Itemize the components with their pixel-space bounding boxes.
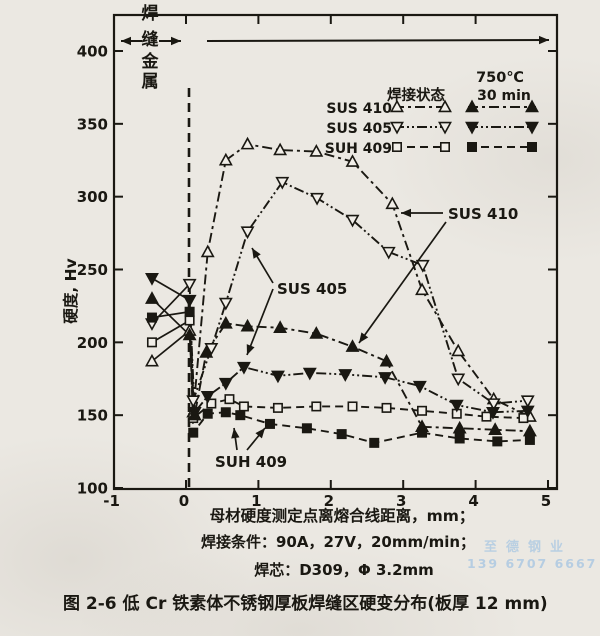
y-tick-label: 200: [77, 334, 108, 352]
x-tick-label: 0: [179, 492, 189, 510]
x-tick-label: -1: [103, 492, 120, 510]
svg-text:属: 属: [142, 72, 159, 92]
svg-text:金: 金: [141, 51, 160, 72]
svg-text:焊: 焊: [142, 4, 159, 24]
svg-text:缝: 缝: [142, 29, 159, 50]
series-SUH409-750C-30min: [151, 310, 530, 444]
legend-header-treated-time: 30 min: [477, 88, 531, 104]
annotation-sus410: SUS 410: [448, 205, 518, 223]
x-axis-title: 母材硬度测定点离熔合线距离，mm；: [210, 506, 475, 525]
x-tick-label: 3: [396, 492, 406, 510]
x-tick-label: 1: [251, 492, 261, 510]
y-tick-label: 100: [77, 480, 108, 498]
legend-label-suh409: SUH 409: [325, 141, 392, 157]
markers-SUS405-as-welded: [145, 176, 535, 411]
y-tick-label: 350: [77, 115, 108, 133]
annotation-sus405: SUS 405: [277, 280, 347, 298]
x-tick-label: 4: [468, 492, 478, 510]
markers-SUS405-750C-30min: [145, 273, 535, 420]
y-tick-label: 300: [77, 188, 108, 206]
welding-conditions-line: 焊接条件：90A，27V，20mm/min；: [201, 533, 475, 551]
markers-SUH409-750C-30min: [146, 306, 535, 448]
legend-header-as-welded: 焊接状态: [387, 86, 445, 104]
legend-label-sus405: SUS 405: [326, 121, 392, 137]
watermark-phone: 139 6707 6667: [467, 556, 597, 571]
y-tick-label: 400: [77, 43, 108, 61]
legend-label-sus410: SUS 410: [326, 101, 392, 117]
x-tick-label: 2: [324, 492, 334, 510]
y-tick-label: 250: [77, 261, 108, 279]
y-tick-label: 150: [77, 407, 108, 425]
watermark-name: 至德钢业: [484, 539, 572, 555]
annotation-suh409: SUH 409: [215, 453, 287, 471]
series-layer: [145, 136, 537, 448]
electrode-line: 焊芯：D309，Φ 3.2mm: [254, 561, 434, 579]
axes-layer: 100 150 200 250 300 350 400 -1 0 1 2 3 4 5: [77, 13, 559, 510]
annotation-arrows-layer: [231, 208, 447, 451]
x-tick-label: 5: [541, 492, 551, 510]
legend-header-treated-temp: 750℃: [476, 70, 524, 86]
y-axis-title: 硬度, Hv: [61, 258, 80, 323]
figure-caption: 图 2-6 低 Cr 铁素体不锈钢厚板焊缝区硬变分布(板厚 12 mm): [63, 593, 548, 614]
legend-samples-layer: [390, 99, 539, 153]
